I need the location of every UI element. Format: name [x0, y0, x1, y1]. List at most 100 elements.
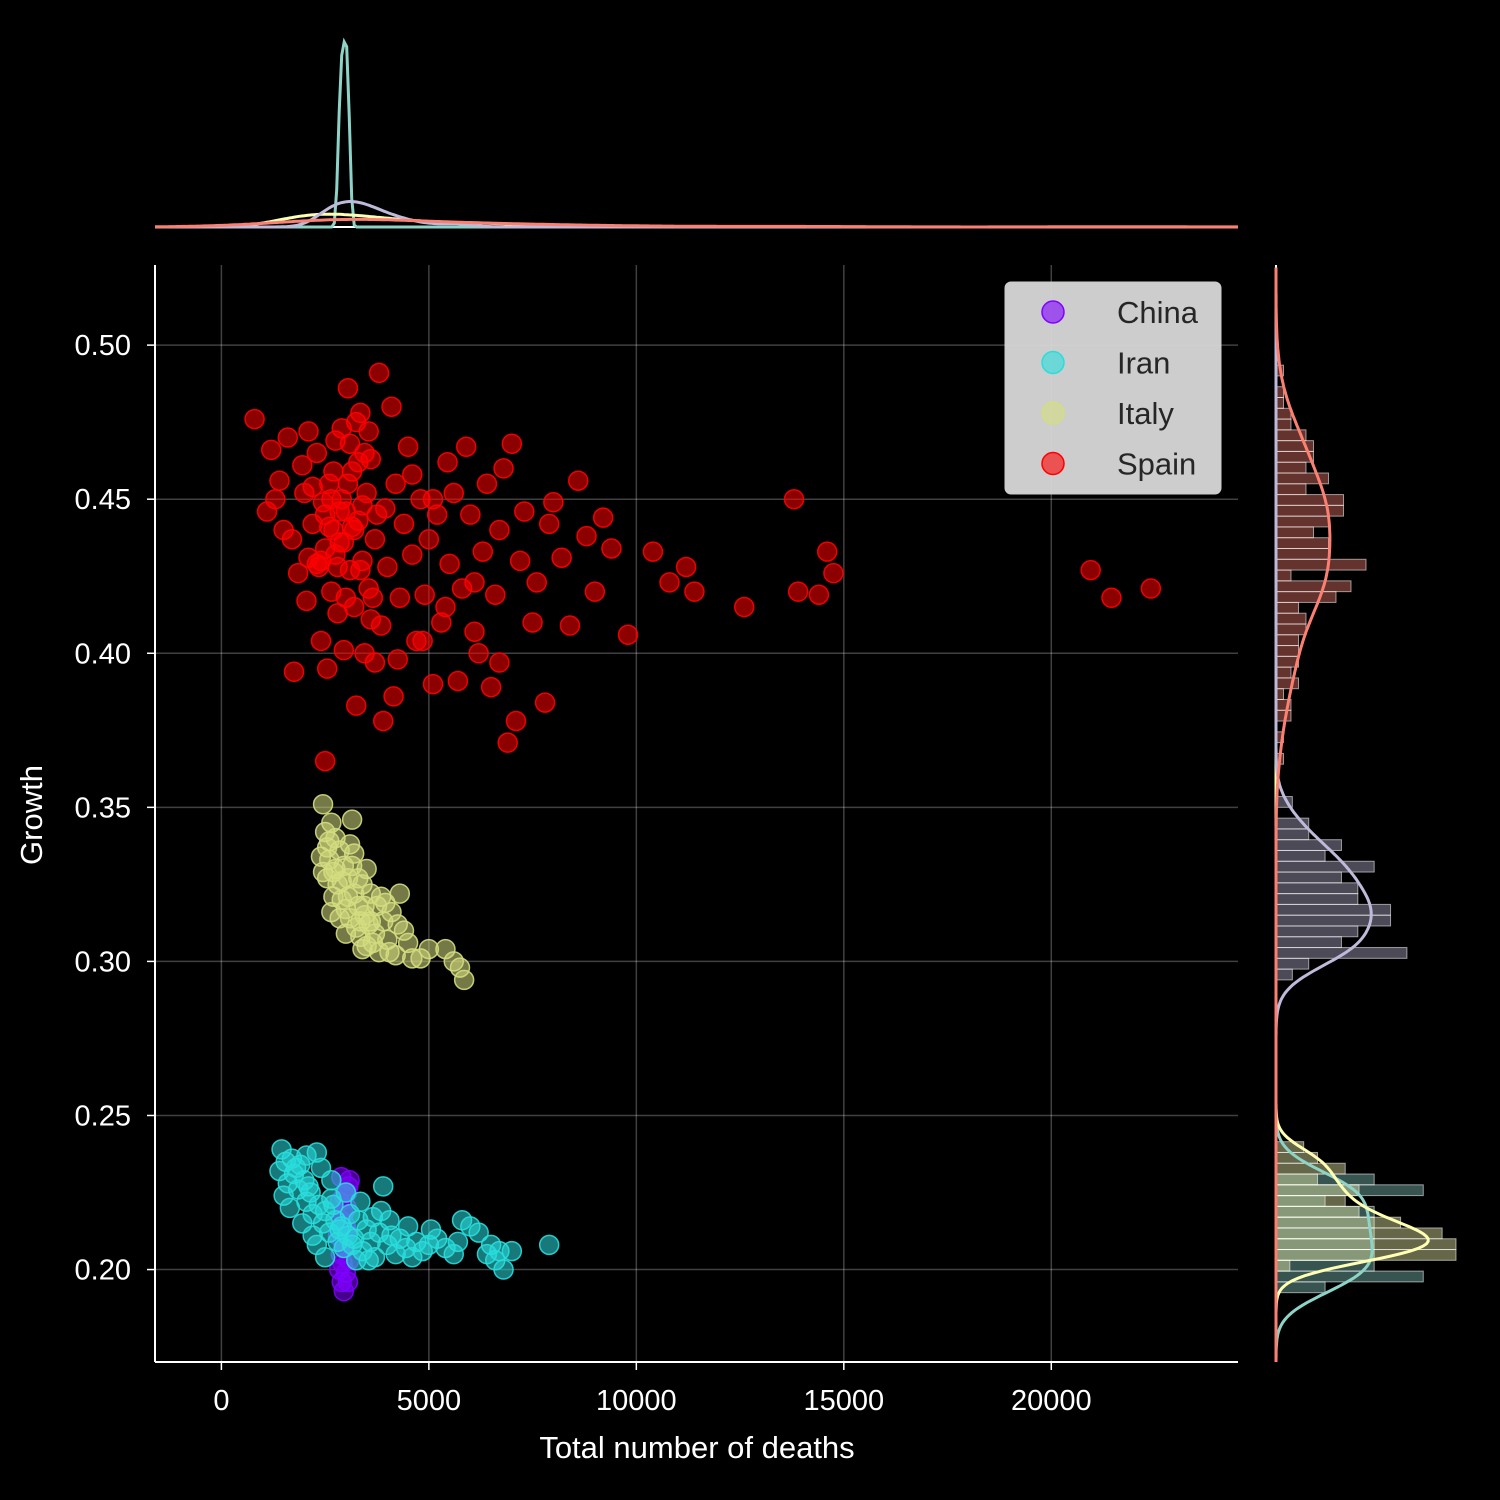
scatter-point-iran	[298, 1176, 319, 1197]
scatter-point-spain	[501, 433, 523, 454]
scatter-point-spain	[522, 612, 543, 633]
hist-bar-italy	[1275, 936, 1342, 949]
scatter-point-italy	[352, 938, 373, 960]
hist-bar-spain	[1275, 547, 1329, 560]
legend-marker-spain	[1041, 451, 1065, 476]
hist-bar-iran	[1275, 1249, 1457, 1261]
hist-bar-spain	[1275, 634, 1299, 647]
hist-bar-italy	[1275, 893, 1359, 905]
scatter-point-spain	[323, 461, 344, 482]
scatter-point-iran	[296, 1145, 317, 1166]
scatter-point-spain	[468, 643, 489, 664]
legend-box	[1004, 281, 1222, 495]
hist-bar-italy	[1275, 849, 1326, 862]
scatter-point-spain	[283, 661, 305, 683]
scatter-points	[244, 362, 1162, 1302]
scatter-point-spain	[659, 572, 680, 593]
scatter-point-italy	[387, 914, 408, 935]
scatter-point-china	[337, 1271, 359, 1293]
hist-bar-italy	[1275, 882, 1359, 895]
scatter-point-spain	[414, 584, 435, 605]
scatter-point-italy	[312, 794, 334, 815]
scatter-point-iran	[306, 1234, 328, 1256]
scatter-point-iran	[372, 1176, 394, 1197]
scatter-point-spain	[493, 458, 514, 479]
y-tick-label: 0.25	[75, 1100, 131, 1132]
scatter-point-spain	[244, 408, 265, 430]
scatter-point-spain	[437, 451, 458, 473]
legend-label-spain: Spain	[1117, 447, 1196, 482]
scatter-point-spain	[381, 396, 402, 417]
scatter-point-spain	[534, 692, 556, 713]
scatter-point-spain	[287, 562, 309, 584]
scatter-point-spain	[489, 652, 510, 673]
scatter-point-iran	[345, 1250, 367, 1271]
hist-bar-italy	[1275, 925, 1359, 938]
scatter-point-italy	[335, 923, 357, 944]
hist-bar-spain	[1275, 515, 1329, 528]
x-axis-title: Total number of deaths	[539, 1430, 854, 1465]
scatter-point-spain	[567, 470, 589, 491]
scatter-point-spain	[447, 670, 469, 692]
scatter-point-spain	[1140, 578, 1162, 599]
scatter-point-italy	[321, 901, 342, 923]
scatter-point-spain	[306, 442, 328, 464]
scatter-point-iran	[447, 1231, 469, 1253]
scatter-point-spain	[372, 710, 394, 732]
scatter-point-spain	[538, 513, 560, 535]
hist-bar-spain	[1275, 612, 1307, 625]
scatter-point-spain	[337, 378, 359, 399]
scatter-point-spain	[364, 529, 386, 550]
scatter-point-italy	[337, 886, 359, 907]
scatter-point-iran	[323, 1194, 344, 1216]
scatter-point-spain	[393, 513, 415, 535]
legend-marker-china	[1041, 300, 1065, 324]
scatter-point-iran	[292, 1213, 313, 1234]
hist-bar-italy	[1275, 903, 1392, 916]
hist-bar-italy	[1275, 828, 1310, 841]
hist-bar-spain	[1275, 483, 1307, 496]
right-kde-spain	[1274, 267, 1332, 1362]
scatter-point-spain	[265, 488, 286, 510]
scatter-point-italy	[312, 861, 334, 883]
scatter-point-spain	[514, 501, 535, 522]
scatter-point-spain	[422, 673, 444, 695]
scatter-point-iran	[397, 1216, 419, 1237]
y-tick-label: 0.30	[75, 946, 131, 978]
scatter-point-spain	[260, 439, 282, 461]
scatter-point-spain	[402, 464, 423, 485]
hist-bar-italy	[1275, 871, 1342, 884]
hist-bar-iran	[1275, 1259, 1291, 1272]
hist-bar-spain	[1275, 558, 1367, 571]
scatter-point-italy	[350, 911, 371, 932]
scatter-point-spain	[269, 470, 290, 491]
scatter-point-iran	[468, 1222, 489, 1243]
hist-bar-iran	[1275, 1216, 1402, 1229]
hist-bar-spain	[1275, 666, 1292, 679]
scatter-point-spain	[808, 584, 830, 605]
scatter-point-spain	[292, 455, 313, 476]
scatter-point-spain	[337, 473, 359, 495]
scatter-point-italy	[356, 858, 377, 880]
legend-marker-iran	[1041, 350, 1065, 375]
scatter-point-iran	[370, 1200, 392, 1222]
y-axis-title: Growth	[14, 765, 49, 865]
scatter-point-spain	[277, 427, 299, 448]
scatter-point-spain	[543, 492, 564, 513]
legend: China Iran Italy Spain	[1004, 281, 1222, 495]
axes: 0 5000 10000 15000 20000 0.20 0.25 0.30 0.35 0.40…	[75, 265, 1238, 1417]
scatter-point-spain	[354, 442, 375, 464]
hist-bar-spain	[1275, 526, 1314, 539]
hist-bar-spain	[1275, 601, 1299, 614]
scatter-point-spain	[1101, 587, 1122, 609]
legend-marker-italy	[1041, 401, 1065, 425]
y-tick-label: 0.45	[75, 484, 131, 516]
scatter-point-spain	[341, 516, 363, 538]
hist-bar-spain	[1275, 591, 1337, 603]
scatter-point-italy	[379, 941, 400, 963]
scatter-point-iran	[279, 1197, 301, 1219]
grid-lines	[155, 265, 1238, 1362]
scatter-point-spain	[787, 581, 809, 602]
scatter-point-spain	[455, 436, 477, 458]
